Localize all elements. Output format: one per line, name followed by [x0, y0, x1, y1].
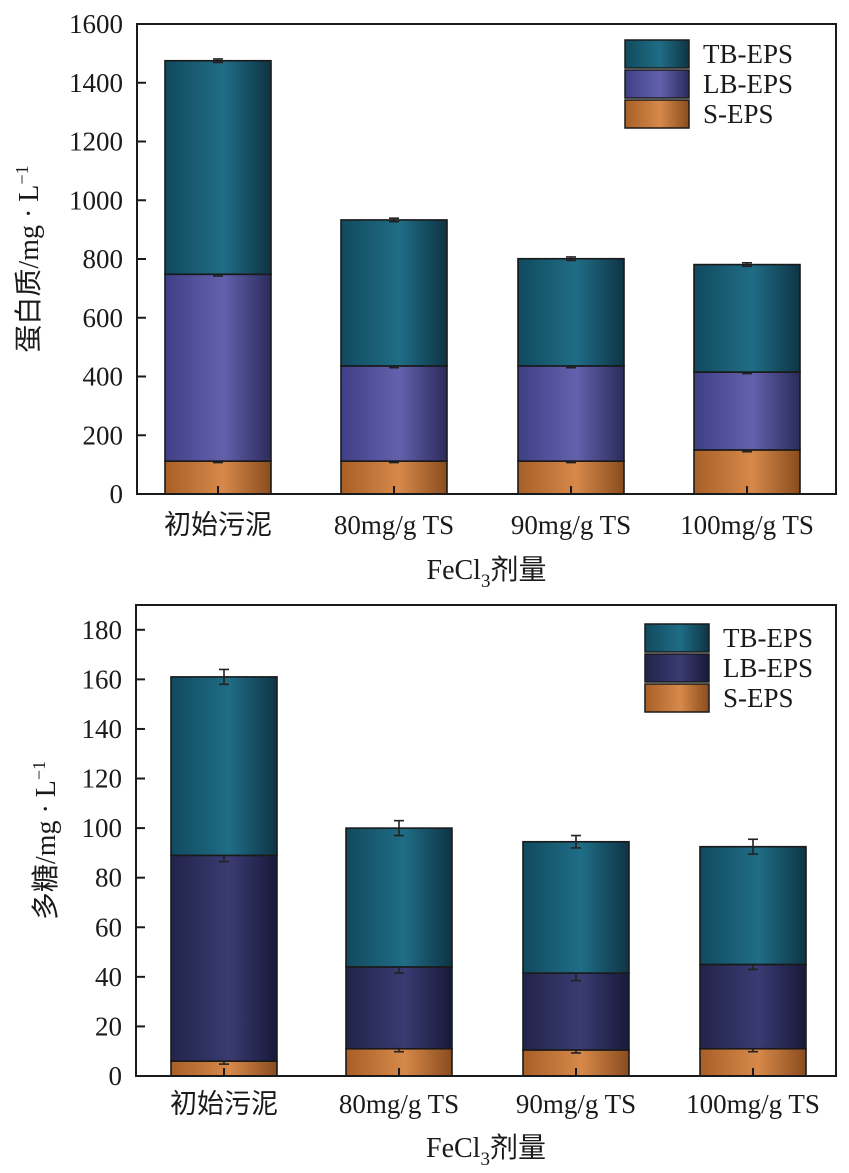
bar-tb-eps-2 [517, 257, 625, 367]
y-tick-label: 0 [110, 479, 124, 509]
bar-lb-eps-3 [699, 963, 807, 1050]
legend-swatch-tb-eps [644, 623, 710, 653]
bar-tb-eps-3 [699, 845, 807, 966]
legend-label-s-eps: S-EPS [723, 683, 794, 713]
legend-label-s-eps: S-EPS [703, 99, 774, 129]
bar-tb-eps-0 [170, 676, 278, 857]
legend-swatch-s-eps [644, 683, 710, 713]
bar-lb-eps-3 [693, 371, 801, 451]
bar-tb-eps-2 [522, 840, 630, 974]
bar-lb-eps-1 [345, 966, 453, 1050]
protein-chart: 初始污泥 80mg/g TS 90mg/g TS 100mg/g TS 0 200 400 6… [12, 9, 837, 592]
y-tick-label: 800 [83, 244, 124, 274]
y-tick-label: 1000 [69, 185, 123, 215]
x-tick-label: 80mg/g TS [339, 1089, 459, 1119]
x-tick-label: 90mg/g TS [511, 510, 631, 540]
legend-swatch-lb-eps [644, 653, 710, 683]
polysaccharide-chart: 初始污泥 80mg/g TS 90mg/g TS 100mg/g TS 0 20 40 60 8… [29, 604, 837, 1170]
y-tick-label: 1600 [69, 9, 123, 39]
x-tick-label: 80mg/g TS [334, 510, 454, 540]
x-axis-title: FeCl3剂量 [427, 554, 547, 592]
y-tick-label: 100 [82, 813, 123, 843]
y-tick-label: 40 [95, 962, 122, 992]
bar-lb-eps-0 [170, 854, 278, 1062]
y-tick-label: 180 [82, 615, 123, 645]
x-tick-label: 初始污泥 [170, 1089, 278, 1119]
plot-frame [135, 604, 837, 1077]
legend-swatch-lb-eps [624, 69, 690, 99]
y-tick-label: 0 [109, 1061, 123, 1091]
bar-lb-eps-2 [522, 972, 630, 1051]
bar-tb-eps-1 [345, 827, 453, 968]
y-tick-label: 1200 [69, 127, 123, 157]
x-tick-label: 90mg/g TS [516, 1089, 636, 1119]
y-tick-label: 120 [82, 764, 123, 794]
y-tick-label: 60 [95, 912, 122, 942]
x-tick-label: 初始污泥 [164, 510, 272, 540]
y-tick-label: 1400 [69, 68, 123, 98]
bar-lb-eps-1 [340, 365, 448, 462]
y-tick-label: 160 [82, 664, 123, 694]
legend-swatch-tb-eps [624, 39, 690, 69]
legend-label-lb-eps: LB-EPS [723, 653, 813, 683]
bar-lb-eps-2 [517, 365, 625, 462]
legend-label-tb-eps: TB-EPS [703, 39, 793, 69]
bar-tb-eps-3 [693, 263, 801, 373]
legend-swatch-s-eps [624, 99, 690, 129]
x-axis-title: FeCl3剂量 [426, 1132, 546, 1170]
y-axis-title: 蛋白质/mg · L−1 [12, 165, 45, 352]
y-tick-label: 200 [83, 420, 124, 450]
y-tick-label: 20 [95, 1011, 122, 1041]
legend-label-lb-eps: LB-EPS [703, 69, 793, 99]
x-tick-label: 100mg/g TS [686, 1089, 820, 1119]
x-tick-label: 100mg/g TS [680, 510, 814, 540]
bar-tb-eps-1 [340, 219, 448, 367]
legend-label-tb-eps: TB-EPS [723, 623, 813, 653]
y-axis-title: 多糖/mg · L−1 [29, 761, 62, 920]
y-tick-label: 600 [83, 303, 124, 333]
y-tick-label: 80 [95, 863, 122, 893]
bar-lb-eps-0 [164, 273, 272, 462]
y-tick-label: 140 [82, 714, 123, 744]
bar-tb-eps-0 [164, 59, 272, 276]
y-tick-label: 400 [83, 362, 124, 392]
